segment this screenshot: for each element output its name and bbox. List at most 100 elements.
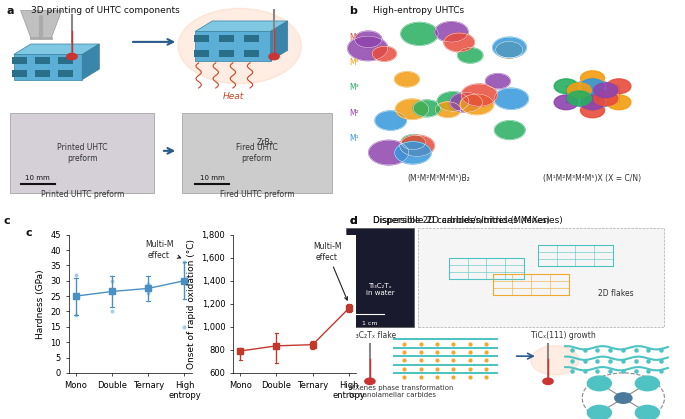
Polygon shape bbox=[271, 21, 288, 61]
Circle shape bbox=[395, 99, 429, 119]
Point bbox=[464, 340, 475, 347]
Circle shape bbox=[636, 376, 659, 391]
Point bbox=[656, 347, 667, 354]
FancyBboxPatch shape bbox=[219, 50, 234, 57]
Point bbox=[415, 349, 426, 355]
Polygon shape bbox=[195, 31, 271, 61]
Point bbox=[605, 347, 616, 354]
Point bbox=[592, 347, 603, 354]
Circle shape bbox=[400, 135, 434, 156]
Text: M³: M³ bbox=[349, 83, 359, 93]
Text: Ti₃C₂Tₓ flake: Ti₃C₂Tₓ flake bbox=[349, 331, 397, 340]
Point bbox=[617, 347, 628, 354]
Circle shape bbox=[581, 79, 604, 93]
Point bbox=[142, 290, 153, 296]
Point bbox=[399, 365, 410, 372]
Text: Dispersible 2D carbides/nitrides (MXenes): Dispersible 2D carbides/nitrides (MXenes… bbox=[373, 216, 550, 225]
Point bbox=[415, 374, 426, 380]
Point bbox=[580, 347, 590, 354]
Point bbox=[481, 340, 492, 347]
FancyBboxPatch shape bbox=[418, 228, 664, 327]
Point bbox=[415, 340, 426, 347]
FancyBboxPatch shape bbox=[12, 70, 27, 77]
Circle shape bbox=[395, 142, 431, 164]
Circle shape bbox=[594, 91, 618, 106]
Text: b: b bbox=[349, 6, 357, 16]
Point bbox=[399, 374, 410, 380]
Point bbox=[481, 349, 492, 355]
Text: Fired UHTC preform: Fired UHTC preform bbox=[220, 189, 294, 199]
Text: MXenes phase transformation
to nanolamellar carbides: MXenes phase transformation to nanolamel… bbox=[349, 385, 454, 398]
Text: Dispersible 2D carbides/nitrides (MXenes): Dispersible 2D carbides/nitrides (MXenes… bbox=[373, 216, 563, 225]
Text: Multi-M
effect: Multi-M effect bbox=[313, 242, 347, 300]
Point bbox=[643, 368, 653, 375]
FancyBboxPatch shape bbox=[244, 50, 259, 57]
Text: a: a bbox=[7, 6, 14, 16]
Circle shape bbox=[486, 74, 510, 89]
Circle shape bbox=[66, 54, 77, 59]
FancyBboxPatch shape bbox=[12, 57, 27, 64]
Circle shape bbox=[554, 95, 578, 110]
FancyBboxPatch shape bbox=[35, 57, 50, 64]
Point bbox=[592, 368, 603, 375]
Circle shape bbox=[269, 54, 279, 59]
Circle shape bbox=[375, 111, 406, 130]
Text: 3D printing of UHTC components: 3D printing of UHTC components bbox=[31, 6, 179, 15]
Point bbox=[617, 357, 628, 364]
Circle shape bbox=[607, 95, 631, 110]
Text: Printed UHTC preform: Printed UHTC preform bbox=[40, 189, 124, 199]
Circle shape bbox=[437, 92, 469, 111]
Text: Fired UHTC
preform: Fired UHTC preform bbox=[236, 143, 277, 163]
Polygon shape bbox=[21, 10, 62, 38]
Point bbox=[481, 365, 492, 372]
Point bbox=[71, 271, 82, 278]
FancyBboxPatch shape bbox=[219, 35, 234, 42]
Circle shape bbox=[372, 47, 397, 61]
FancyBboxPatch shape bbox=[194, 50, 209, 57]
Point bbox=[448, 357, 459, 364]
Point bbox=[464, 365, 475, 372]
Circle shape bbox=[178, 8, 301, 84]
Circle shape bbox=[554, 79, 578, 93]
Text: (M¹M²M³M⁴M⁵)X (X = C/N): (M¹M²M³M⁴M⁵)X (X = C/N) bbox=[543, 174, 642, 183]
Point bbox=[107, 287, 118, 293]
Circle shape bbox=[369, 140, 409, 165]
Point bbox=[643, 357, 653, 364]
Point bbox=[448, 374, 459, 380]
Text: d: d bbox=[349, 216, 357, 226]
Point bbox=[630, 368, 641, 375]
Point bbox=[630, 347, 641, 354]
Circle shape bbox=[401, 135, 425, 150]
Circle shape bbox=[581, 95, 604, 110]
Point bbox=[630, 357, 641, 364]
Circle shape bbox=[581, 87, 604, 102]
Circle shape bbox=[395, 72, 419, 87]
Point bbox=[580, 357, 590, 364]
Circle shape bbox=[614, 393, 632, 403]
Point bbox=[415, 365, 426, 372]
Text: 2D flakes: 2D flakes bbox=[598, 289, 634, 298]
Circle shape bbox=[636, 406, 659, 419]
Circle shape bbox=[435, 102, 461, 117]
Point bbox=[399, 357, 410, 364]
Text: Multi-M
effect: Multi-M effect bbox=[145, 241, 181, 260]
Text: TiCₓ(111) growth: TiCₓ(111) growth bbox=[531, 331, 596, 340]
Circle shape bbox=[495, 121, 525, 140]
Text: Ti₃C₂Tₓ
in water: Ti₃C₂Tₓ in water bbox=[366, 282, 395, 296]
Text: 1 cm: 1 cm bbox=[362, 321, 377, 326]
Circle shape bbox=[567, 83, 591, 98]
Point bbox=[656, 368, 667, 375]
Text: M²: M² bbox=[349, 109, 359, 118]
Text: High-entropy UHTCs: High-entropy UHTCs bbox=[373, 6, 464, 15]
Text: M⁴: M⁴ bbox=[349, 58, 359, 67]
Point bbox=[566, 357, 577, 364]
Point bbox=[432, 365, 443, 372]
Circle shape bbox=[460, 94, 494, 115]
Text: c: c bbox=[3, 216, 10, 226]
Point bbox=[605, 357, 616, 364]
Point bbox=[399, 340, 410, 347]
Point bbox=[481, 374, 492, 380]
Point bbox=[179, 323, 190, 330]
Point bbox=[432, 374, 443, 380]
Point bbox=[643, 347, 653, 354]
